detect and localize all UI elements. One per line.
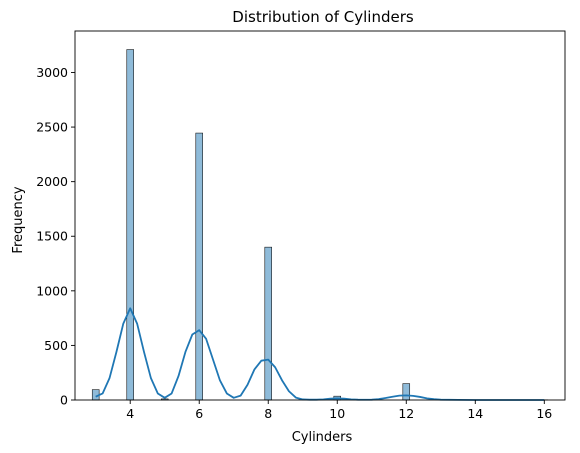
kde-line [95,307,545,401]
histogram-bar [195,132,203,401]
plot-frame [74,30,566,401]
y-tick-label: 3000 [36,65,68,80]
x-tick-label: 10 [329,406,345,421]
x-tick-label: 8 [264,406,272,421]
axes-layer: 4 6 8 10 12 14 16 0 500 1000 1500 2000 2500 3000 [36,30,566,421]
histogram-bar [264,246,272,401]
histogram-bar [126,49,134,401]
y-tick-label: 500 [44,338,68,353]
y-tick-label: 1500 [36,229,68,244]
histogram-bar [402,383,411,401]
chart-title: Distribution of Cylinders [232,8,414,26]
x-tick-label: 12 [398,406,414,421]
y-tick-label: 0 [60,393,68,408]
bars-layer [91,49,549,401]
kde-layer [95,307,545,401]
x-tick-label: 6 [195,406,203,421]
y-tick-label: 2500 [36,120,68,135]
x-tick-label: 14 [467,406,483,421]
y-tick-label: 2000 [36,174,68,189]
x-axis-title: Cylinders [292,430,353,445]
x-tick-label: 4 [126,406,134,421]
y-tick-label: 1000 [36,283,68,298]
y-axis-title: Frequency [11,186,26,253]
x-tick-label: 16 [536,406,552,421]
